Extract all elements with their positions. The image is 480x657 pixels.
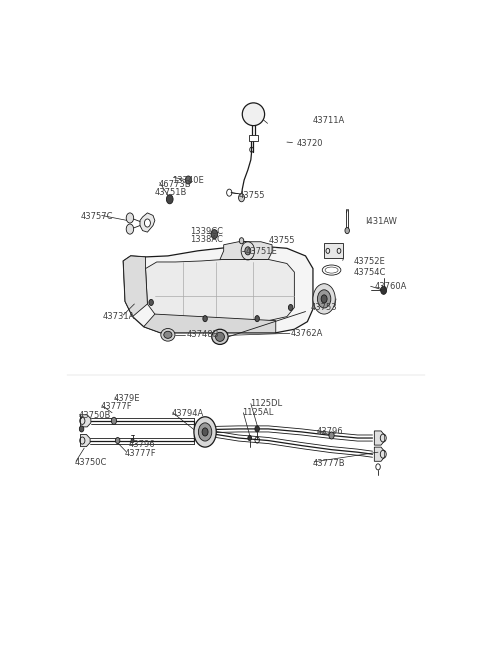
Polygon shape: [145, 260, 294, 321]
Text: 1339CC: 1339CC: [190, 227, 223, 236]
Ellipse shape: [161, 328, 175, 341]
Text: 43748B: 43748B: [186, 330, 219, 339]
Text: 43755: 43755: [268, 237, 295, 245]
Circle shape: [245, 247, 251, 255]
Circle shape: [211, 229, 218, 238]
Circle shape: [144, 219, 150, 227]
Polygon shape: [81, 434, 90, 447]
Text: 43794A: 43794A: [172, 409, 204, 419]
Polygon shape: [374, 431, 385, 445]
Circle shape: [288, 304, 293, 311]
Circle shape: [255, 426, 259, 432]
Circle shape: [317, 290, 331, 308]
Circle shape: [255, 315, 259, 322]
Text: I431AW: I431AW: [365, 217, 397, 226]
Polygon shape: [81, 415, 91, 427]
Text: 4379E: 4379E: [114, 394, 141, 403]
Text: 1338AC: 1338AC: [190, 235, 223, 244]
Circle shape: [79, 426, 84, 432]
Ellipse shape: [212, 329, 228, 344]
Bar: [249, 135, 258, 141]
Text: 43777B: 43777B: [313, 459, 346, 468]
Text: 1125AL: 1125AL: [242, 408, 274, 417]
Text: 43731A: 43731A: [103, 312, 135, 321]
Circle shape: [239, 194, 244, 202]
Text: 43711A: 43711A: [313, 116, 345, 125]
Circle shape: [194, 417, 216, 447]
Text: 43777F: 43777F: [101, 402, 132, 411]
Bar: [324, 243, 343, 258]
Circle shape: [313, 284, 335, 314]
Text: 43760A: 43760A: [374, 282, 407, 291]
Text: 43752E: 43752E: [354, 258, 385, 267]
Text: 13740E: 13740E: [172, 175, 204, 185]
Circle shape: [167, 194, 173, 204]
Polygon shape: [220, 242, 272, 260]
Text: 43755: 43755: [239, 191, 265, 200]
Circle shape: [329, 432, 334, 439]
Circle shape: [203, 315, 207, 322]
Text: 43720: 43720: [296, 139, 323, 148]
Circle shape: [198, 423, 212, 441]
Ellipse shape: [164, 331, 172, 338]
Circle shape: [240, 238, 244, 244]
Circle shape: [126, 224, 133, 234]
Polygon shape: [123, 247, 313, 333]
Circle shape: [126, 213, 133, 223]
Circle shape: [111, 417, 117, 424]
Circle shape: [202, 428, 208, 436]
Circle shape: [248, 436, 252, 441]
Text: 1125DL: 1125DL: [250, 399, 282, 408]
Circle shape: [149, 300, 154, 306]
Circle shape: [321, 295, 327, 303]
Circle shape: [115, 438, 120, 443]
Text: 43751B: 43751B: [155, 188, 187, 197]
Text: 46773B: 46773B: [158, 179, 191, 189]
Text: 43762A: 43762A: [290, 329, 323, 338]
Text: 43753: 43753: [311, 303, 338, 312]
Text: 43777F: 43777F: [125, 449, 157, 458]
Polygon shape: [144, 314, 276, 333]
Text: 43796: 43796: [129, 440, 156, 449]
Text: 43796: 43796: [317, 428, 343, 436]
Circle shape: [381, 286, 386, 294]
Polygon shape: [123, 256, 147, 317]
Text: 43750B: 43750B: [79, 411, 111, 420]
Ellipse shape: [216, 332, 225, 342]
Ellipse shape: [242, 103, 264, 125]
Circle shape: [131, 438, 134, 443]
Text: 43751E: 43751E: [246, 247, 278, 256]
Circle shape: [345, 227, 349, 234]
Polygon shape: [140, 213, 155, 232]
Text: 43754C: 43754C: [354, 268, 386, 277]
Polygon shape: [374, 447, 385, 461]
Text: 43757C: 43757C: [81, 212, 113, 221]
Text: 43750C: 43750C: [75, 458, 107, 467]
Circle shape: [185, 176, 192, 184]
